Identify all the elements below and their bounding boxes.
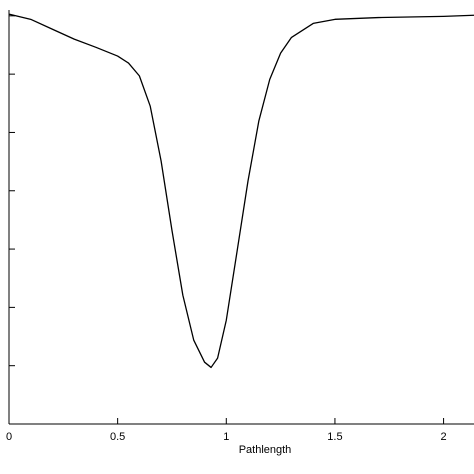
x-tick-label: 1 [223, 431, 229, 443]
x-tick-label: 2 [441, 431, 447, 443]
x-axis-label: Pathlength [239, 444, 292, 456]
x-tick-label: 1.5 [327, 431, 342, 443]
data-line [8, 13, 474, 369]
x-tick-label: 0 [6, 431, 12, 443]
x-tick-label: 0.5 [110, 431, 125, 443]
